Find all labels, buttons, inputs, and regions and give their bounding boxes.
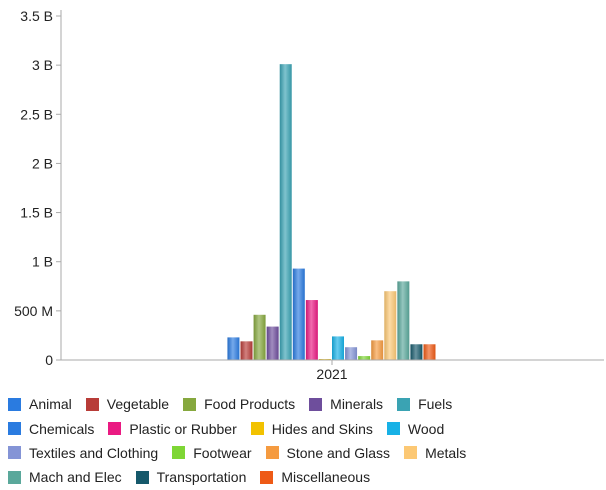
chart-plot: 0 500 M 1 B 1.5 B 2 B 2.5 B 3 B 3.5 B 2021 — [14, 8, 604, 382]
legend-label: Chemicals — [29, 420, 95, 437]
y-tick-label: 1 B — [32, 254, 53, 270]
bar-stone-and-glass — [371, 340, 384, 360]
legend-row: Animal Vegetable Food Products Minerals Fuel… — [8, 392, 604, 416]
legend-swatch — [250, 422, 264, 436]
legend-label: Hides and Skins — [271, 420, 373, 437]
legend-item[interactable]: Stone and Glass — [265, 444, 391, 461]
legend-label: Miscellaneous — [281, 469, 371, 486]
y-tick-label: 500 M — [14, 303, 53, 319]
bar-food-products — [253, 314, 266, 360]
legend-swatch — [108, 422, 122, 436]
chart-legend: Animal Vegetable Food Products Minerals Fuel… — [8, 392, 604, 490]
legend-swatch — [260, 470, 274, 484]
bar-plastic-or-rubber — [305, 300, 318, 360]
legend-label: Vegetable — [106, 396, 170, 413]
legend-item[interactable]: Metals — [404, 445, 466, 461]
legend-item[interactable]: Minerals — [309, 396, 383, 412]
y-tick-label: 0 — [45, 352, 53, 368]
bar-vegetable — [240, 341, 253, 360]
legend-label: Animal — [29, 396, 72, 413]
y-tick-label: 1.5 B — [20, 205, 53, 221]
legend-label: Fuels — [418, 396, 453, 413]
legend-item[interactable]: Wood — [386, 420, 445, 437]
legend-swatch — [265, 446, 279, 460]
legend-label: Transportation — [156, 469, 247, 486]
bar-footwear — [358, 356, 371, 360]
bar-textiles-and-clothing — [345, 347, 358, 360]
legend-swatch — [404, 446, 418, 460]
y-tick-label: 3 B — [32, 57, 53, 73]
legend-item[interactable]: Mach and Elec — [8, 469, 122, 485]
legend-row: Mach and Elec Transportation Miscellaneous — [8, 465, 604, 489]
legend-item[interactable]: Transportation — [135, 469, 247, 486]
legend-label: Minerals — [330, 396, 384, 413]
legend-item[interactable]: Footwear — [172, 444, 252, 461]
y-tick-label: 3.5 B — [20, 8, 53, 24]
bar-miscellaneous — [423, 344, 436, 360]
legend-swatch — [8, 470, 21, 484]
legend-item[interactable]: Chemicals — [8, 421, 94, 437]
legend-item[interactable]: Food Products — [183, 396, 295, 412]
legend-item[interactable]: Vegetable — [85, 396, 170, 413]
legend-item[interactable]: Plastic or Rubber — [108, 420, 237, 437]
legend-swatch — [183, 397, 197, 411]
legend-item[interactable]: Textiles and Clothing — [8, 445, 158, 461]
legend-label: Mach and Elec — [29, 469, 122, 486]
legend-label: Plastic or Rubber — [129, 420, 237, 437]
bar-mach-and-elec — [397, 281, 410, 360]
legend-label: Metals — [425, 444, 467, 461]
legend-row: Textiles and Clothing Footwear Stone and G… — [8, 441, 604, 465]
y-tick-label: 2.5 B — [20, 106, 53, 122]
legend-label: Stone and Glass — [286, 444, 391, 461]
legend-label: Food Products — [204, 396, 296, 413]
bar-wood — [332, 336, 344, 360]
legend-swatch — [85, 397, 99, 411]
bar-transportation — [410, 344, 423, 360]
bar-metals — [384, 291, 397, 360]
legend-swatch — [172, 446, 186, 460]
legend-swatch — [8, 397, 21, 411]
legend-label: Wood — [407, 420, 445, 437]
legend-swatch — [8, 446, 21, 460]
legend-row: Chemicals Plastic or Rubber Hides and Skin… — [8, 416, 604, 440]
legend-item[interactable]: Fuels — [397, 396, 452, 412]
legend-label: Footwear — [193, 444, 252, 461]
legend-label: Textiles and Clothing — [29, 444, 159, 461]
legend-swatch — [135, 470, 149, 484]
legend-item[interactable]: Miscellaneous — [260, 469, 370, 485]
bar-fuels — [279, 64, 292, 360]
legend-swatch — [8, 422, 21, 436]
bar-minerals — [266, 326, 279, 360]
legend-swatch — [386, 422, 400, 436]
x-tick-label: 2021 — [316, 366, 347, 382]
bar-animal — [227, 337, 240, 360]
y-tick-label: 2 B — [32, 155, 53, 171]
legend-swatch — [397, 397, 411, 411]
bar-chemicals — [292, 268, 305, 360]
legend-swatch — [309, 397, 323, 411]
legend-item[interactable]: Animal — [8, 396, 72, 412]
legend-item[interactable]: Hides and Skins — [250, 420, 373, 437]
